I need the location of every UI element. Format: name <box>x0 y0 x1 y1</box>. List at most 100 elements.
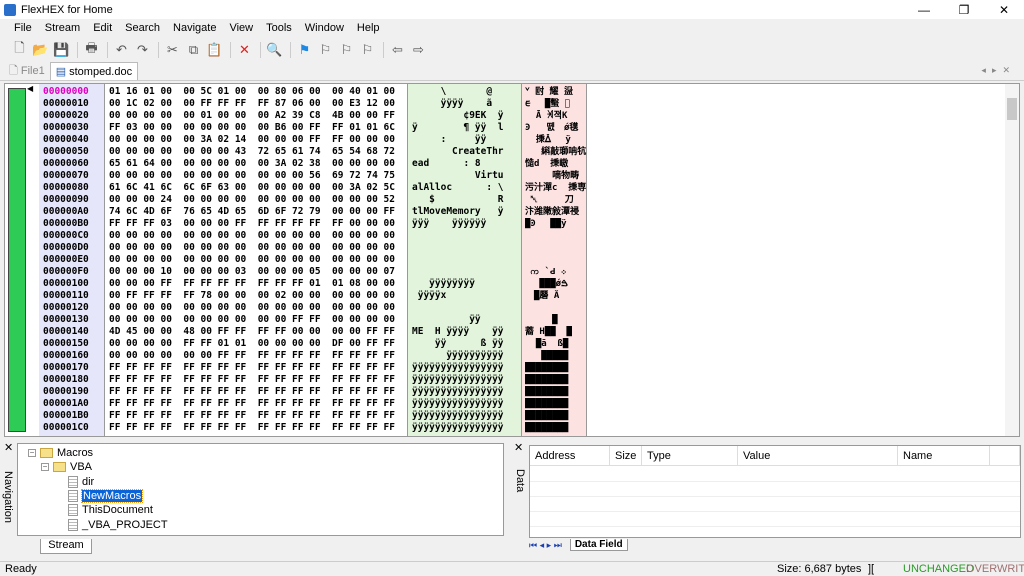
unicode-text[interactable]: █████ <box>525 351 569 361</box>
ascii-text[interactable]: ÿÿ ß ÿÿ <box>412 338 504 349</box>
column-header-size[interactable]: Size <box>610 446 642 466</box>
column-header-empty[interactable] <box>990 446 1020 466</box>
hex-bytes[interactable]: 00 00 00 FF FF FF FF FF FF FF FF 01 01 0… <box>109 278 395 289</box>
hex-bytes[interactable]: FF FF FF FF FF FF FF FF FF FF FF FF FF F… <box>109 362 395 373</box>
hex-bytes[interactable]: 00 00 00 00 00 00 00 00 00 00 00 00 00 0… <box>109 302 395 313</box>
tab-file1[interactable]: 🗋 File1 <box>4 62 50 80</box>
unicode-text[interactable]: ████████ <box>525 411 569 421</box>
ascii-text[interactable]: ÿ ¶ ÿÿ l <box>412 122 504 133</box>
ascii-text[interactable] <box>412 254 520 266</box>
hex-bytes[interactable]: 4D 45 00 00 48 00 FF FF FF FF 00 00 00 0… <box>109 326 395 337</box>
unicode-text[interactable]: ␀ 刀 <box>525 195 574 205</box>
unicode-text[interactable]: 䌀敲瑡呥牨 <box>525 147 587 157</box>
unicode-text[interactable]: 汴潍敶敍潭祲 ＀ <box>525 207 587 217</box>
hex-bytes[interactable]: 00 00 00 00 00 3A 02 14 00 00 00 FF FF 0… <box>109 134 395 145</box>
unicode-text[interactable]: █Ͽ ＀██ÿ <box>525 219 572 229</box>
hex-bytes[interactable]: 00 00 00 00 00 00 00 43 72 65 61 74 65 5… <box>109 146 395 157</box>
tab-data-field[interactable]: Data Field <box>569 539 628 551</box>
column-header-name[interactable]: Name <box>898 446 990 466</box>
hex-bytes[interactable]: 00 00 00 00 00 00 00 00 00 00 00 00 00 0… <box>109 230 395 241</box>
minimize-button[interactable]: — <box>918 2 930 17</box>
ascii-text[interactable]: ÿÿÿÿÿÿÿÿÿÿÿÿÿÿÿÿ <box>412 362 504 373</box>
unicode-text[interactable]: Ā ꈀ젹K＀ <box>525 111 577 121</box>
ascii-text[interactable]: ÿÿÿÿÿÿÿÿÿÿ <box>412 350 504 361</box>
tree-node[interactable]: ThisDocument <box>54 503 153 517</box>
tab-scroll-arrows[interactable]: ◂▸✕ <box>981 65 1016 75</box>
unicode-text[interactable]: ＀███ǿࠁ <box>525 279 574 289</box>
clear-bookmark-icon[interactable]: ⚐ <box>361 42 374 57</box>
ascii-text[interactable]: ÿÿÿÿÿÿÿÿÿÿÿÿÿÿÿÿ <box>412 374 504 385</box>
find-icon[interactable]: 🔍 <box>266 42 283 57</box>
hex-bytes[interactable]: 00 00 00 00 00 00 00 00 00 00 00 56 69 7… <box>109 170 395 181</box>
next-bookmark-icon[interactable]: ⚐ <box>319 42 332 57</box>
copy-icon[interactable]: ⧉ <box>188 42 199 57</box>
hex-bytes[interactable]: 00 00 00 00 00 00 FF FF FF FF FF FF FF F… <box>109 350 395 361</box>
paste-icon[interactable]: 📋 <box>206 42 223 57</box>
undo-icon[interactable]: ↶ <box>116 42 127 57</box>
ascii-text[interactable]: ead : 8 <box>412 158 504 169</box>
menu-edit[interactable]: Edit <box>93 22 113 34</box>
ascii-text[interactable]: tlMoveMemory ÿ <box>412 206 504 217</box>
ascii-text[interactable]: \ @ <box>412 86 504 97</box>
menu-navigate[interactable]: Navigate <box>173 22 217 34</box>
stream-tree[interactable]: − Macros − VBA dir NewMacros ThisDocument _VBA_… <box>17 443 504 536</box>
hex-bytes[interactable]: FF FF FF 03 00 00 00 FF FF FF FF FF FF 0… <box>109 218 395 229</box>
tree-node[interactable]: − VBA <box>41 460 92 474</box>
tree-node[interactable]: _VBA_PROJECT <box>54 518 168 532</box>
tree-node[interactable]: dir <box>54 475 94 489</box>
unicode-text[interactable]: ████████ <box>525 399 569 409</box>
save-icon[interactable]: 💾 <box>53 42 70 57</box>
file-map-strip[interactable] <box>8 88 26 432</box>
ascii-text[interactable]: : ÿÿ <box>412 134 504 145</box>
unicode-text[interactable]: ████████ <box>525 423 569 433</box>
first-icon[interactable]: ⏮ <box>529 539 538 550</box>
next-icon[interactable]: ▸ <box>546 539 552 550</box>
collapse-icon[interactable]: − <box>28 448 36 457</box>
forward-arrow-icon[interactable]: ⇨ <box>413 42 424 57</box>
hex-bytes[interactable]: FF FF FF FF FF FF FF FF FF FF FF FF FF F… <box>109 410 395 421</box>
tree-node[interactable]: NewMacros <box>54 488 144 503</box>
hex-bytes[interactable]: 61 6C 41 6C 6C 6F 63 00 00 00 00 00 00 3… <box>109 182 395 193</box>
open-folder-icon[interactable]: 📂 <box>32 42 49 57</box>
hex-bytes[interactable]: 00 1C 02 00 00 FF FF FF FF 87 06 00 00 E… <box>109 98 395 109</box>
hex-bytes[interactable]: FF FF FF FF FF FF FF FF FF FF FF FF FF F… <box>109 386 395 397</box>
last-icon[interactable]: ⏭ <box>553 539 562 550</box>
new-file-icon[interactable]: 🗋 <box>14 40 25 55</box>
hex-bytes[interactable]: FF FF FF FF FF FF FF FF FF FF FF FF FF F… <box>109 422 395 433</box>
unicode-text[interactable]: ᘁ 尀 耀 䀀 <box>525 87 579 97</box>
ascii-text[interactable]: ÿÿÿ ÿÿÿÿÿÿ <box>412 218 504 229</box>
scroll-thumb[interactable] <box>1007 98 1017 120</box>
menu-file[interactable]: File <box>14 22 32 34</box>
redo-icon[interactable]: ↷ <box>137 42 148 57</box>
ascii-text[interactable]: Virtu <box>412 170 504 181</box>
unicode-text[interactable]: ＀█磿 Ȁ <box>525 291 576 301</box>
hex-bytes[interactable]: FF FF FF FF FF FF FF FF FF FF FF FF FF F… <box>109 374 395 385</box>
ascii-text[interactable]: ÿÿÿÿx <box>412 290 504 301</box>
unicode-text[interactable] <box>525 302 587 314</box>
menu-stream[interactable]: Stream <box>44 22 81 34</box>
ascii-text[interactable]: ¢9ÈK ÿ <box>412 110 504 121</box>
menu-window[interactable]: Window <box>304 22 344 34</box>
ascii-text[interactable]: ÿÿÿÿÿÿÿÿÿÿÿÿÿÿÿÿ <box>412 386 504 397</box>
ascii-text[interactable] <box>412 266 520 278</box>
hex-bytes[interactable]: 65 61 64 00 00 00 00 00 00 3A 02 38 00 0… <box>109 158 395 169</box>
hex-bytes[interactable]: 00 00 00 00 00 00 00 00 00 00 FF FF 00 0… <box>109 314 395 325</box>
back-arrow-icon[interactable]: ⇦ <box>392 42 403 57</box>
unicode-text[interactable]: 污汁潬c 㨀専 <box>525 183 587 193</box>
prev-icon[interactable]: ◂ <box>539 539 545 550</box>
menu-help[interactable]: Help <box>356 22 380 34</box>
tree-node[interactable]: − Macros <box>28 446 93 460</box>
hex-bytes[interactable]: 00 00 00 00 FF FF 01 01 00 00 00 00 DF 0… <box>109 338 395 349</box>
hex-bytes[interactable]: 01 16 01 00 00 5C 01 00 00 80 06 00 00 4… <box>109 86 395 97</box>
hex-bytes[interactable]: 00 00 00 00 00 00 00 00 00 00 00 00 00 0… <box>109 254 395 265</box>
unicode-text[interactable]: ████████ <box>525 387 569 397</box>
maximize-button[interactable]: ❐ <box>958 2 970 17</box>
unicode-text[interactable] <box>525 230 587 242</box>
close-pane-icon[interactable]: ✕ <box>4 442 14 454</box>
cut-icon[interactable]: ✂ <box>167 42 178 57</box>
hex-bytes[interactable]: 00 00 00 00 00 00 00 00 00 00 00 00 00 0… <box>109 242 395 253</box>
unicode-text[interactable]: Ͽ 똀＀ǿ氁 <box>525 123 579 133</box>
hex-bytes[interactable]: 00 FF FF FF FF 78 00 00 00 02 00 00 00 0… <box>109 290 395 301</box>
ascii-text[interactable] <box>412 242 520 254</box>
unicode-text[interactable]: 慥d 㨀㠂 <box>525 159 580 169</box>
